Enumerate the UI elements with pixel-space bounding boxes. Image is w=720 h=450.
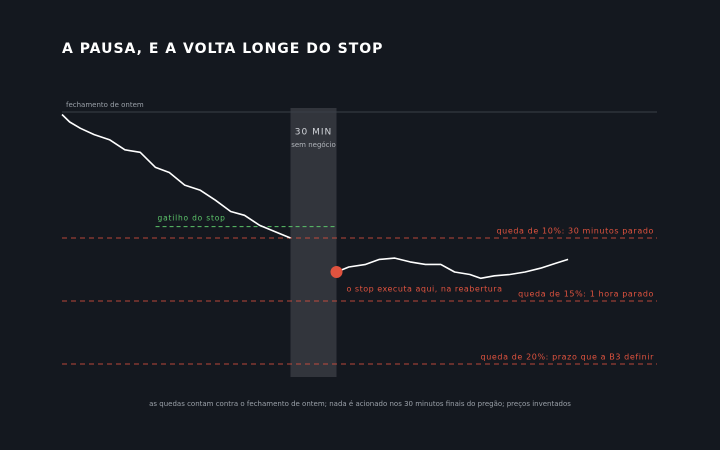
reference-label: fechamento de ontem bbox=[66, 101, 144, 109]
execution-point bbox=[330, 266, 343, 279]
pause-label: 30 MIN bbox=[295, 128, 332, 138]
trigger-label: gatilho do stop bbox=[158, 214, 226, 223]
footnote: as quedas contam contra o fechamento de … bbox=[149, 400, 571, 408]
pause-sublabel: sem negócio bbox=[291, 141, 336, 149]
execution-label: o stop executa aqui, na reabertura bbox=[346, 285, 502, 294]
level-label: queda de 20%: prazo que a B3 definir bbox=[481, 352, 655, 361]
pause-band bbox=[290, 108, 337, 377]
level-label: queda de 10%: 30 minutos parado bbox=[496, 226, 654, 235]
chart-title: A PAUSA, E A VOLTA LONGE DO STOP bbox=[62, 41, 383, 57]
level-label: queda de 15%: 1 hora parado bbox=[518, 289, 654, 298]
price-line bbox=[61, 113, 569, 280]
